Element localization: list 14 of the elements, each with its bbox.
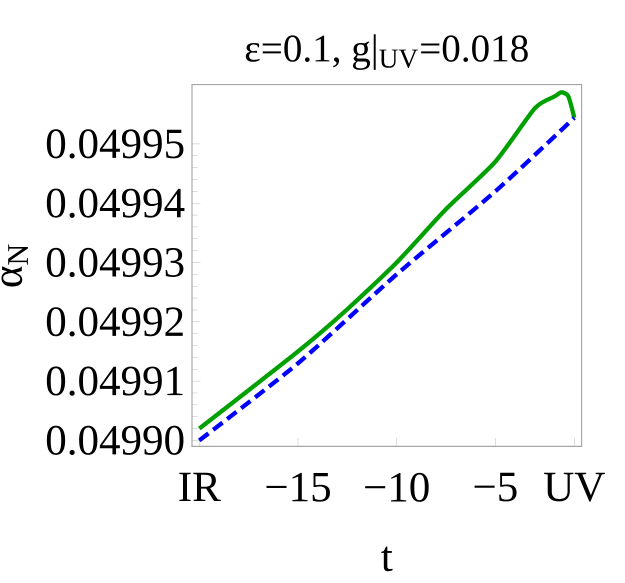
chart-title: ε=0.1, g|$_{UV}$=0.018 bbox=[246, 34, 528, 70]
y-axis-title: α$_{N}$ bbox=[2, 244, 28, 287]
x-tick-label: IR bbox=[179, 472, 221, 502]
y-tick-label: 0.04994 bbox=[46, 188, 184, 218]
y-tick-label: 0.04992 bbox=[46, 307, 183, 337]
y-tick-label: 0.04990 bbox=[46, 426, 184, 456]
x-tick-label: UV bbox=[544, 472, 605, 502]
x-axis-title: t bbox=[381, 546, 393, 572]
y-tick-label: 0.04995 bbox=[46, 129, 184, 159]
y-tick-label: 0.04993 bbox=[46, 248, 184, 278]
x-tick-label: −15 bbox=[266, 472, 330, 502]
y-tick-label: 0.04991 bbox=[46, 366, 183, 396]
x-tick-label: −5 bbox=[474, 472, 517, 502]
x-tick-label: −10 bbox=[365, 472, 429, 502]
